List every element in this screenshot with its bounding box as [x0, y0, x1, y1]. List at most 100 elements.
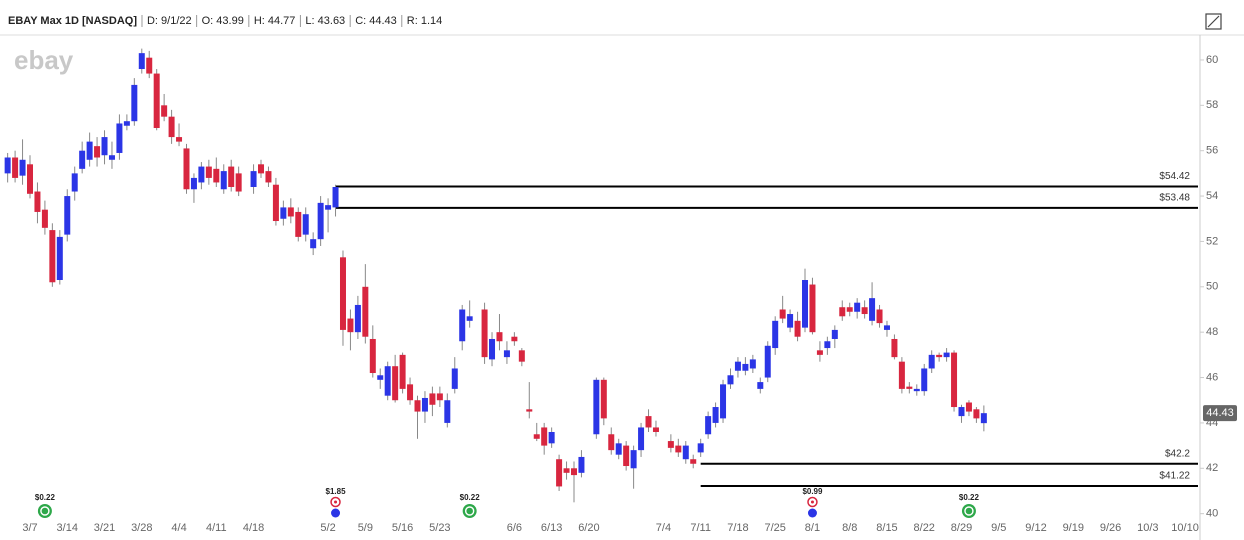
candle-body: [295, 211, 302, 237]
candle-body: [183, 148, 190, 190]
dividend-label: $0.22: [460, 493, 481, 502]
candle-body: [936, 354, 943, 358]
x-tick-label: 8/22: [914, 522, 935, 534]
y-tick-label: 52: [1206, 235, 1218, 247]
candle-body: [213, 168, 220, 183]
candle-body: [906, 386, 913, 389]
dividend-icon: [462, 504, 477, 518]
candle-body: [734, 361, 741, 371]
x-tick-label: 3/21: [94, 522, 115, 534]
candle-body: [742, 363, 749, 371]
candle-body: [772, 320, 779, 349]
icon-line: [1207, 15, 1220, 28]
x-tick-label: 8/1: [805, 522, 820, 534]
x-tick-label: 8/8: [842, 522, 857, 534]
earnings-label: $0.99: [802, 487, 823, 496]
dividend-label: $0.22: [959, 493, 980, 502]
candle-body: [436, 393, 443, 401]
earnings-icon-dot: [334, 500, 338, 504]
candle-body: [49, 230, 56, 283]
candle-body: [913, 388, 920, 392]
x-tick-label: 4/18: [243, 522, 264, 534]
x-tick-label: 5/9: [358, 522, 373, 534]
candle-body: [384, 366, 391, 396]
candle-body: [638, 427, 645, 451]
candle-body: [86, 141, 93, 160]
candle-body: [623, 445, 630, 467]
candle-body: [79, 150, 86, 169]
x-tick-label: 3/7: [22, 522, 37, 534]
candle-body: [779, 309, 786, 319]
earnings-icon-dot: [810, 500, 814, 504]
candle-body: [928, 354, 935, 369]
header-field: D: 9/1/22: [147, 15, 192, 27]
candle-body: [608, 434, 615, 451]
candle-body: [108, 155, 115, 160]
x-tick-label: 10/10: [1171, 522, 1199, 534]
candle-body: [369, 338, 376, 374]
header: EBAY Max 1D [NASDAQ] D: 9/1/22 O: 43.99 H: …: [8, 15, 442, 27]
candle-body: [802, 280, 809, 328]
y-tick-label: 58: [1206, 99, 1218, 111]
candle-body: [71, 173, 78, 192]
candle-body: [541, 427, 548, 446]
level-label: $42.2: [1165, 448, 1190, 459]
candle-body: [161, 105, 168, 117]
candle-body: [27, 164, 33, 194]
candle-body: [228, 166, 235, 187]
dividend-label: $0.22: [35, 493, 56, 502]
x-tick-label: 6/6: [507, 522, 522, 534]
candle-body: [630, 450, 637, 469]
x-tick-label: 7/18: [727, 522, 748, 534]
y-tick-label: 56: [1206, 145, 1218, 157]
candle-body: [600, 379, 607, 419]
header-field: H: 44.77: [254, 15, 296, 27]
y-tick-label: 50: [1206, 281, 1218, 293]
x-tick-label: 7/11: [690, 522, 711, 534]
candle-body: [466, 316, 473, 321]
candle-body: [94, 146, 101, 158]
watermark: ebay: [14, 45, 74, 75]
candle-body: [347, 318, 354, 333]
candle-body: [697, 443, 704, 453]
y-tick-label: 42: [1206, 462, 1218, 474]
candle-body: [556, 459, 563, 487]
candle-body: [951, 352, 958, 408]
x-tick-label: 4/4: [171, 522, 186, 534]
candle-body: [198, 166, 205, 183]
candle-body: [518, 350, 525, 362]
candle-body: [265, 171, 272, 183]
x-tick-label: 5/23: [429, 522, 450, 534]
candle-body: [392, 366, 399, 401]
candle-body: [235, 173, 242, 192]
candle-body: [876, 309, 883, 324]
candle-body: [272, 184, 279, 222]
candle-body: [861, 307, 868, 315]
drawing-tool-icon[interactable]: [1205, 13, 1222, 30]
x-tick-label: 9/12: [1025, 522, 1046, 534]
level-label: $54.42: [1159, 171, 1190, 182]
candle-body: [973, 409, 980, 419]
report-icon: [331, 508, 341, 518]
candle-body: [220, 171, 227, 190]
x-tick-label: 6/13: [541, 522, 562, 534]
x-tick-label: 4/11: [206, 522, 227, 534]
candle-body: [652, 427, 659, 432]
candle-body: [891, 338, 898, 358]
candle-body: [757, 382, 764, 389]
x-tick-label: 8/15: [876, 522, 897, 534]
candle-body: [56, 236, 63, 280]
candle-body: [615, 443, 622, 455]
candle-body: [794, 320, 801, 337]
x-tick-label: 5/2: [320, 522, 335, 534]
dividend-icon-inner: [464, 506, 475, 516]
candle-body: [511, 336, 518, 342]
icon-frame: [1205, 13, 1222, 30]
x-tick-label: 7/4: [656, 522, 671, 534]
candle-body: [705, 416, 712, 435]
dividend-icon-inner: [40, 506, 50, 516]
candle-body: [4, 157, 11, 174]
y-tick-label: 46: [1206, 371, 1218, 383]
candle-body: [64, 196, 71, 235]
